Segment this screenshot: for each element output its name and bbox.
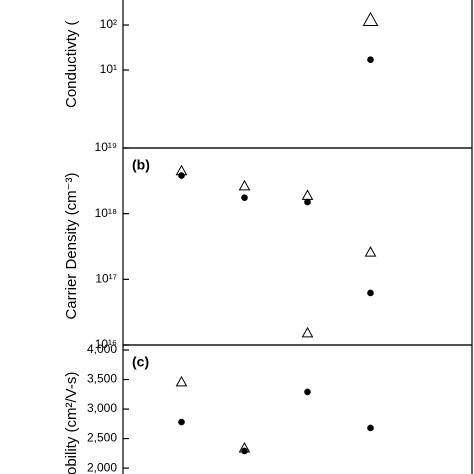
triangle-marker — [301, 189, 314, 200]
y-tick-label: 10¹⁷ — [95, 272, 117, 286]
panel-frame — [122, 344, 473, 474]
y-axis-label: obility (cm²/V-s) — [63, 372, 80, 474]
y-tick-label: 3,000 — [87, 401, 117, 415]
y-axis-label: Carrier Density (cm⁻³) — [63, 172, 80, 319]
y-tick-label: 2,500 — [87, 431, 117, 445]
triangle-marker — [301, 326, 314, 338]
circle-marker — [241, 447, 248, 455]
panel-label: (b) — [132, 157, 150, 173]
panel-label: (c) — [132, 354, 149, 370]
circle-marker — [178, 418, 185, 426]
panel-frame — [122, 147, 473, 346]
circle-marker — [367, 289, 374, 297]
y-tick-label: 10¹ — [100, 62, 117, 76]
circle-marker — [367, 56, 374, 63]
y-tick-label: 10¹⁶ — [95, 337, 117, 351]
y-tick-label: 2,000 — [87, 460, 117, 474]
triangle-marker — [175, 375, 188, 387]
circle-marker — [304, 198, 311, 206]
y-tick-label: 4,000 — [87, 342, 117, 356]
y-axis-label: Conductivty ( — [63, 20, 80, 108]
circle-marker — [367, 424, 374, 432]
triangle-marker — [238, 179, 251, 191]
circle-marker — [304, 388, 311, 396]
triangle-marker — [364, 246, 377, 257]
triangle-marker — [362, 11, 379, 27]
y-tick-label: 10² — [100, 17, 117, 31]
panel-frame — [122, 0, 473, 149]
y-tick-label: 10¹⁸ — [95, 206, 117, 220]
circle-marker — [241, 194, 248, 202]
y-tick-label: 10¹⁹ — [95, 140, 117, 154]
circle-marker — [178, 172, 185, 179]
y-tick-label: 3,500 — [87, 372, 117, 386]
